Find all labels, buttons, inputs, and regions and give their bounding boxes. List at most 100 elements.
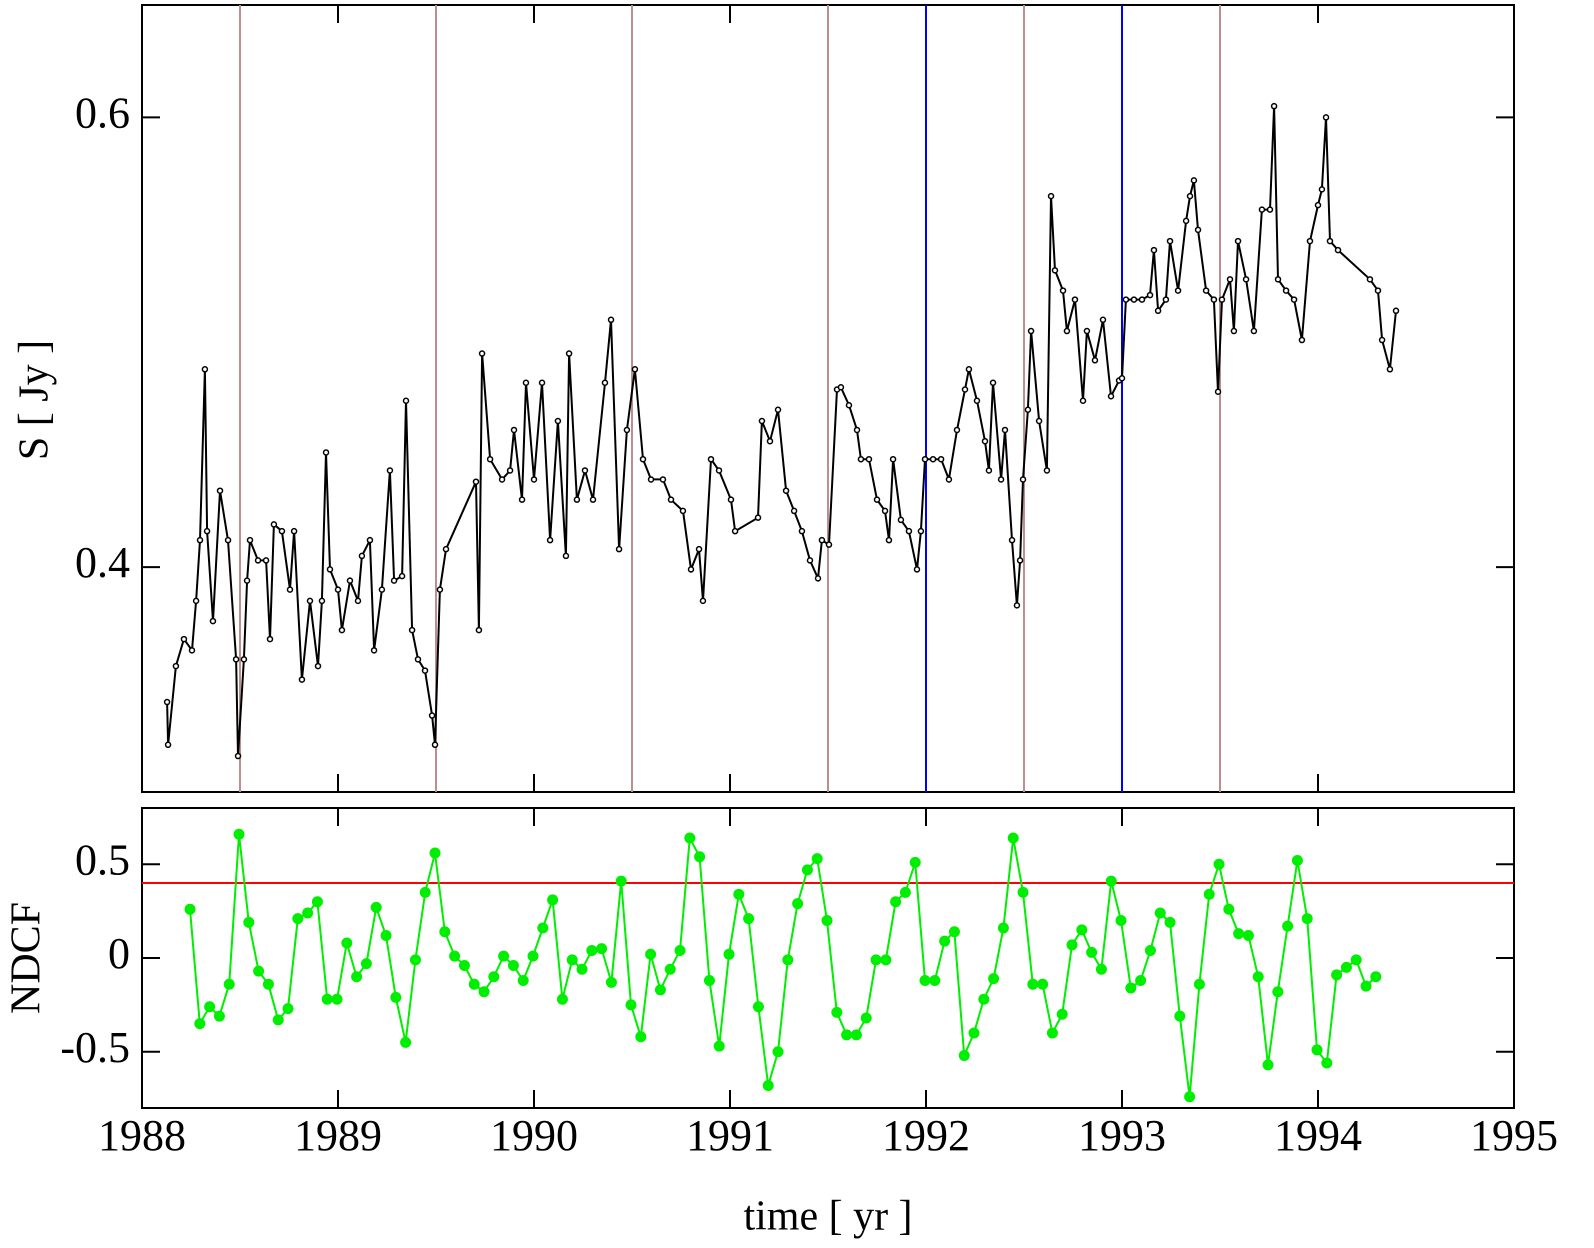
- data-point: [953, 426, 961, 434]
- data-point: [209, 617, 217, 625]
- data-point: [1282, 920, 1294, 932]
- data-point: [1193, 978, 1205, 990]
- data-point: [1130, 296, 1138, 303]
- data-point: [1091, 357, 1099, 364]
- data-point: [1270, 102, 1278, 110]
- data-point: [1083, 327, 1091, 335]
- data-point: [981, 437, 989, 445]
- data-point: [408, 626, 416, 634]
- data-point: [282, 1003, 294, 1015]
- data-point: [326, 566, 334, 573]
- data-point: [354, 597, 362, 605]
- data-point: [1063, 327, 1071, 335]
- data-point: [929, 455, 937, 463]
- data-point: [615, 545, 623, 553]
- data-point: [1392, 307, 1400, 315]
- x-tick-label: 1990: [490, 1111, 578, 1160]
- data-point: [1099, 316, 1107, 324]
- data-point: [635, 1031, 647, 1043]
- data-point: [623, 426, 631, 434]
- data-point: [213, 1010, 225, 1022]
- data-point: [1046, 1027, 1058, 1039]
- data-point: [659, 476, 667, 483]
- data-point: [1118, 375, 1126, 382]
- data-point: [360, 958, 372, 970]
- data-point: [180, 635, 188, 643]
- data-point: [246, 536, 254, 544]
- data-point: [1218, 296, 1226, 303]
- data-point: [772, 1046, 784, 1058]
- data-point: [798, 527, 806, 535]
- data-point: [1135, 975, 1147, 986]
- data-point: [1162, 296, 1170, 303]
- data-point: [370, 647, 378, 654]
- data-point: [290, 527, 298, 535]
- data-point: [631, 366, 639, 373]
- data-point: [1252, 971, 1264, 983]
- data-point: [419, 886, 431, 898]
- data-point: [322, 449, 330, 456]
- data-point: [458, 960, 470, 971]
- data-point: [774, 406, 782, 413]
- data-point: [554, 417, 562, 425]
- data-point: [243, 577, 251, 584]
- data-point: [331, 993, 343, 1005]
- data-point: [370, 901, 382, 913]
- data-point: [881, 507, 889, 515]
- data-point: [562, 552, 570, 560]
- data-point: [889, 455, 897, 463]
- data-point: [825, 541, 833, 548]
- data-point: [1154, 907, 1166, 919]
- data-point: [782, 487, 790, 494]
- data-point: [707, 455, 715, 463]
- data-point: [510, 426, 518, 434]
- data-point: [321, 993, 333, 1005]
- data-point: [204, 1001, 216, 1013]
- data-point: [1290, 296, 1298, 303]
- data-point: [731, 527, 739, 535]
- data-point: [1234, 237, 1242, 245]
- data-point: [988, 973, 1000, 985]
- x-tick-label: 1991: [686, 1111, 774, 1160]
- data-point: [733, 888, 745, 900]
- data-point: [409, 954, 421, 966]
- data-point: [1213, 858, 1225, 870]
- data-point: [386, 467, 394, 474]
- data-point: [565, 350, 573, 357]
- data-point: [507, 960, 519, 971]
- data-point: [695, 545, 703, 553]
- data-point: [1322, 114, 1330, 121]
- data-point: [674, 945, 686, 956]
- data-point: [913, 566, 921, 573]
- data-point: [1272, 986, 1284, 998]
- data-point: [1370, 971, 1382, 983]
- data-point: [968, 1027, 980, 1039]
- data-point: [978, 993, 990, 1005]
- data-point: [679, 507, 687, 515]
- data-point: [605, 976, 617, 988]
- data-point: [351, 971, 363, 983]
- data-point: [517, 975, 529, 986]
- data-point: [811, 853, 823, 865]
- x-tick-label: 1988: [98, 1111, 186, 1160]
- data-point: [713, 1040, 725, 1052]
- data-point: [762, 1080, 774, 1091]
- data-point: [233, 828, 245, 840]
- data-point: [989, 379, 997, 387]
- data-point: [897, 516, 905, 524]
- data-point: [518, 496, 526, 503]
- data-point: [1027, 327, 1035, 335]
- data-point: [961, 386, 969, 393]
- data-point: [486, 455, 494, 463]
- data-point: [1226, 276, 1234, 283]
- data-point: [880, 954, 892, 966]
- data-point: [1374, 287, 1382, 294]
- data-point: [164, 741, 172, 749]
- data-point: [703, 975, 715, 986]
- data-point: [860, 1012, 872, 1024]
- data-point: [845, 401, 853, 409]
- data-point: [1164, 916, 1176, 928]
- data-point: [841, 1029, 853, 1041]
- data-point: [194, 1018, 206, 1030]
